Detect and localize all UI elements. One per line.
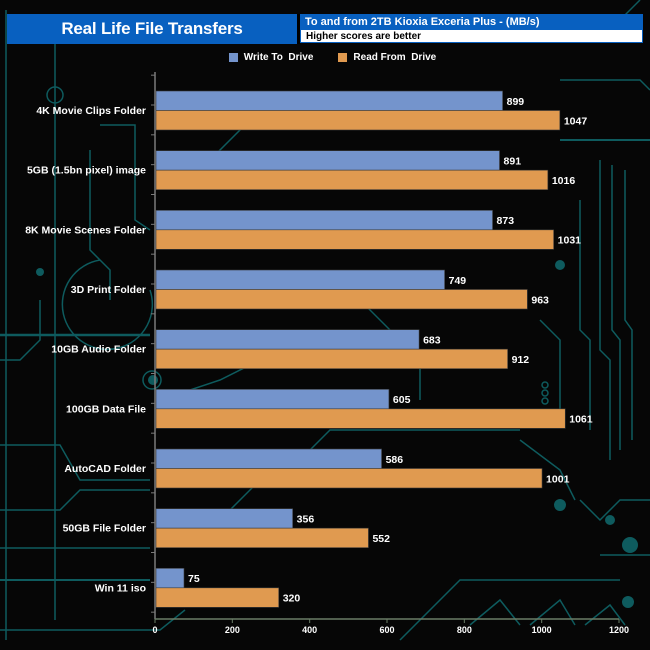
- value-label-write: 873: [497, 215, 515, 227]
- chart-subtitle: To and from 2TB Kioxia Exceria Plus - (M…: [300, 14, 643, 30]
- bar-read: [155, 169, 549, 190]
- bar-write: [155, 389, 390, 410]
- x-tick-label: 600: [379, 625, 394, 635]
- chart-title: Real Life File Transfers: [7, 14, 297, 44]
- value-label-read: 320: [283, 593, 301, 605]
- value-label-read: 912: [512, 354, 530, 366]
- chart-note: Higher scores are better: [300, 30, 643, 43]
- bar-read: [155, 468, 543, 489]
- legend-item-write: Write To Drive: [214, 52, 314, 63]
- category-label: Win 11 iso: [95, 582, 146, 594]
- category-label: 3D Print Folder: [71, 284, 146, 296]
- bar-write: [155, 508, 293, 529]
- bar-write: [155, 448, 382, 469]
- legend: Write To Drive Read From Drive: [0, 52, 650, 63]
- value-label-read: 1001: [546, 473, 570, 485]
- legend-label-write: Write To Drive: [243, 52, 314, 63]
- value-label-read: 552: [372, 533, 390, 545]
- bar-read: [155, 527, 369, 548]
- legend-swatch-read: [338, 53, 348, 62]
- value-label-write: 75: [188, 573, 200, 585]
- bar-write: [155, 90, 503, 111]
- category-label: 100GB Data File: [66, 403, 146, 415]
- x-tick-label: 200: [225, 625, 240, 635]
- x-tick-label: 400: [302, 625, 317, 635]
- legend-swatch-write: [228, 53, 238, 62]
- subtitle-box: To and from 2TB Kioxia Exceria Plus - (M…: [297, 14, 643, 44]
- value-label-read: 1031: [558, 235, 582, 247]
- value-label-read: 1016: [552, 175, 576, 187]
- category-label: 8K Movie Scenes Folder: [25, 224, 146, 236]
- value-label-read: 1047: [564, 115, 588, 127]
- value-label-write: 356: [297, 513, 315, 525]
- value-label-write: 586: [386, 454, 404, 466]
- value-label-write: 605: [393, 394, 411, 406]
- legend-label-read: Read From Drive: [353, 52, 437, 63]
- x-tick-label: 1000: [532, 625, 552, 635]
- value-label-write: 749: [449, 275, 467, 287]
- category-label: 5GB (1.5bn pixel) image: [27, 165, 146, 177]
- axes-group: [151, 72, 620, 623]
- bar-write: [155, 568, 185, 589]
- bar-read: [155, 229, 554, 250]
- x-tick-label: 0: [152, 625, 157, 635]
- bar-read: [155, 408, 566, 429]
- x-tick-label: 800: [457, 625, 472, 635]
- legend-item-read: Read From Drive: [323, 52, 436, 63]
- bar-write: [155, 269, 445, 290]
- category-label: 4K Movie Clips Folder: [36, 105, 146, 117]
- bar-write: [155, 150, 500, 171]
- bar-write: [155, 329, 420, 350]
- x-tick-label: 1200: [609, 625, 629, 635]
- bar-read: [155, 587, 280, 608]
- category-label: 10GB Audio Folder: [51, 344, 146, 356]
- category-label: 50GB File Folder: [63, 523, 146, 535]
- bar-read: [155, 110, 561, 131]
- value-label-write: 891: [504, 155, 522, 167]
- value-label-read: 1061: [569, 414, 593, 426]
- bar-read: [155, 289, 528, 310]
- bar-read: [155, 348, 508, 369]
- value-label-read: 963: [531, 294, 549, 306]
- bars-group: [155, 90, 566, 608]
- bar-write: [155, 210, 493, 231]
- category-label: AutoCAD Folder: [64, 463, 146, 475]
- value-label-write: 683: [423, 334, 441, 346]
- labels-group: 4K Movie Clips Folder 899 1047 5GB (1.5bn p…: [25, 96, 629, 635]
- value-label-write: 899: [507, 96, 525, 108]
